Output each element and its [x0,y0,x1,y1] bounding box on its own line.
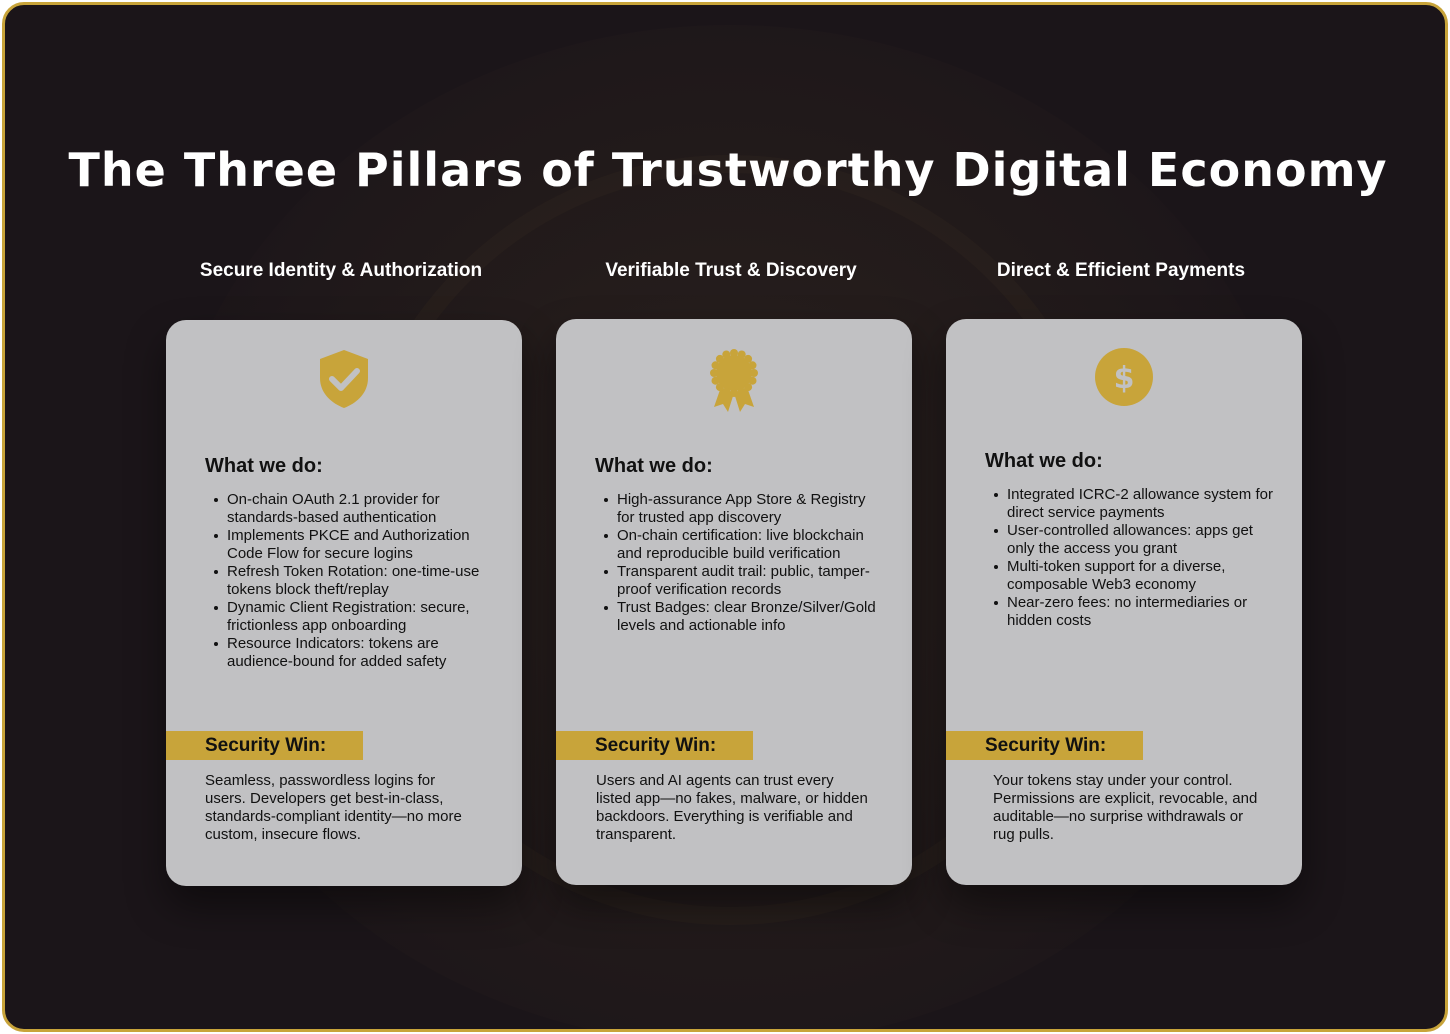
pillar-heading-trust: Verifiable Trust & Discovery [605,260,857,281]
list-item: High-assurance App Store & Registry for … [595,491,885,527]
list-item: Refresh Token Rotation: one-time-use tok… [205,563,495,599]
pillar-card-identity: What we do: On-chain OAuth 2.1 provider … [166,320,522,886]
award-badge-icon [556,347,912,413]
list-item: Integrated ICRC-2 allowance system for d… [985,486,1275,522]
shield-check-icon [166,348,522,414]
feature-list: High-assurance App Store & Registry for … [595,491,885,635]
security-win-label: Security Win: [166,731,363,760]
pillar-card-payments: $ What we do: Integrated ICRC-2 allowanc… [946,319,1302,885]
security-win-label: Security Win: [556,731,753,760]
page-title: The Three Pillars of Trustworthy Digital… [68,143,1388,197]
security-win-label: Security Win: [946,731,1143,760]
list-item: On-chain OAuth 2.1 provider for standard… [205,491,495,527]
list-item: Transparent audit trail: public, tamper-… [595,563,885,599]
list-item: On-chain certification: live blockchain … [595,527,885,563]
pillar-card-trust: What we do: High-assurance App Store & R… [556,319,912,885]
list-item: Trust Badges: clear Bronze/Silver/Gold l… [595,599,885,635]
pillar-heading-payments: Direct & Efficient Payments [996,260,1246,281]
dollar-coin-icon: $ [946,347,1302,413]
feature-list: On-chain OAuth 2.1 provider for standard… [205,491,495,671]
pillar-heading-identity: Secure Identity & Authorization [199,260,483,281]
list-item: User-controlled allowances: apps get onl… [985,522,1275,558]
svg-text:$: $ [1114,361,1135,396]
list-item: Implements PKCE and Authorization Code F… [205,527,495,563]
security-win-text: Seamless, passwordless logins for users.… [205,772,462,843]
what-we-do-label: What we do: [985,450,1103,472]
list-item: Multi-token support for a diverse, compo… [985,558,1275,594]
what-we-do-label: What we do: [595,455,713,477]
list-item: Resource Indicators: tokens are audience… [205,635,495,671]
list-item: Dynamic Client Registration: secure, fri… [205,599,495,635]
what-we-do-label: What we do: [205,455,323,477]
security-win-text: Users and AI agents can trust every list… [596,772,868,843]
list-item: Near-zero fees: no intermediaries or hid… [985,594,1275,630]
feature-list: Integrated ICRC-2 allowance system for d… [985,486,1275,630]
security-win-text: Your tokens stay under your control. Per… [993,772,1258,843]
